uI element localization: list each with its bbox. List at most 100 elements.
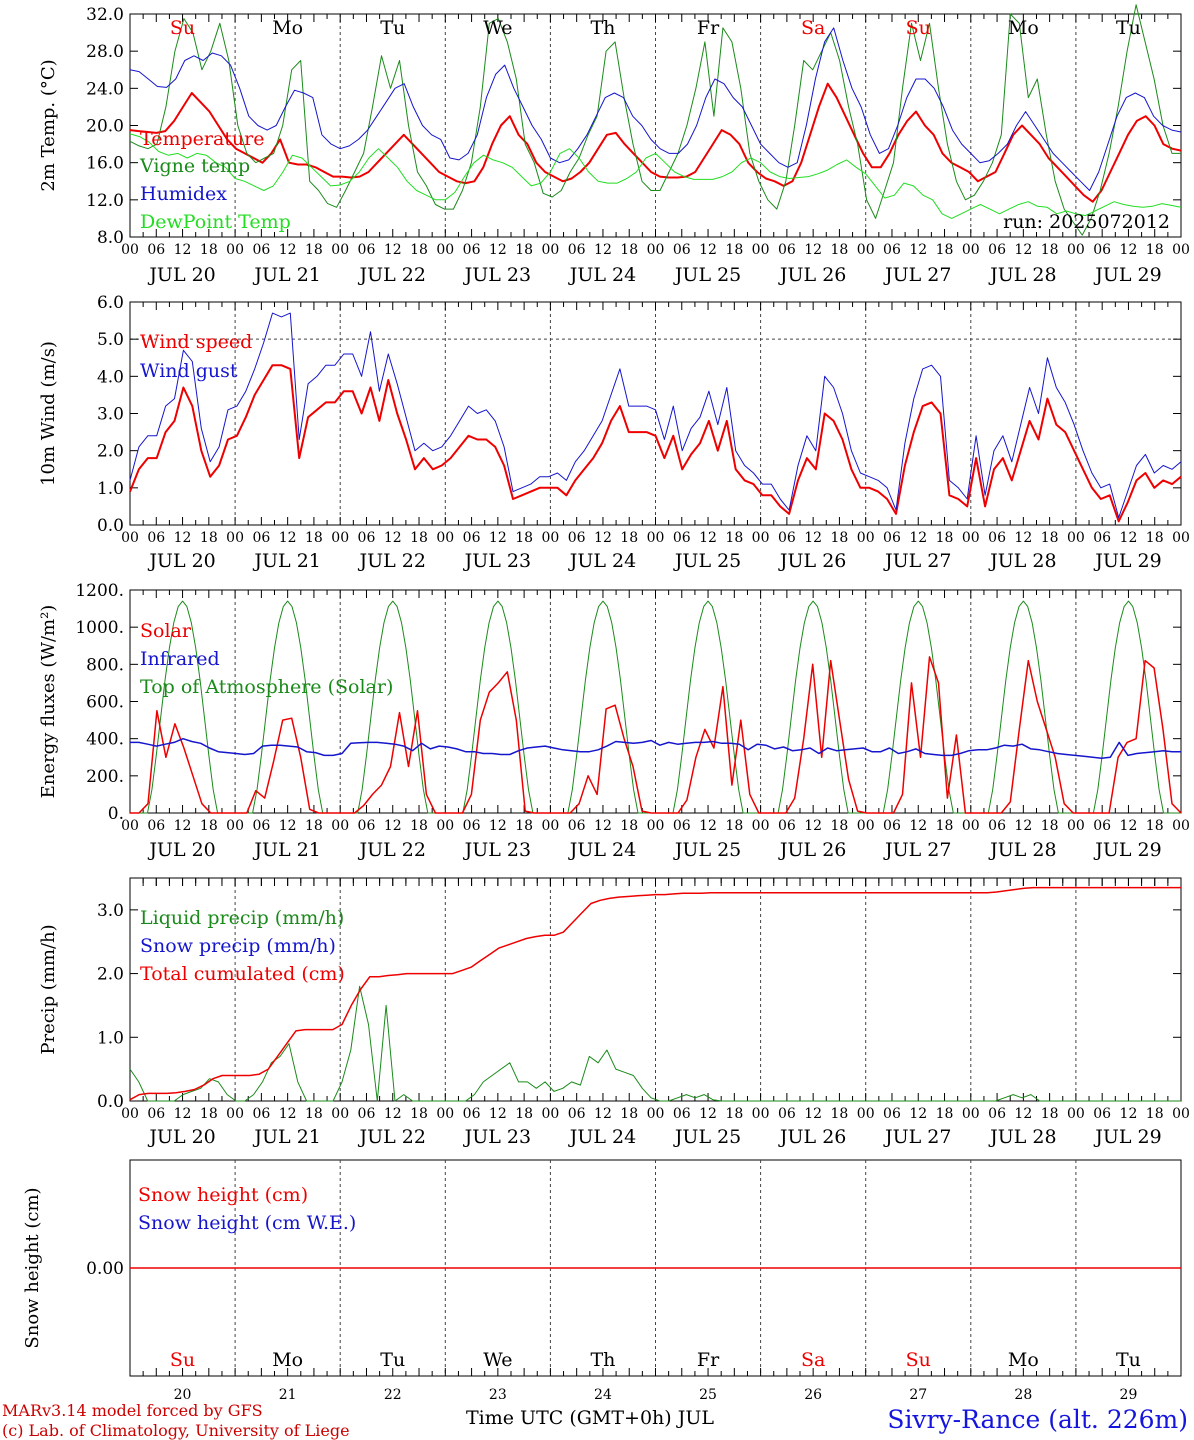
hour-label: 00 [647, 530, 665, 546]
y-tick-label: 800. [86, 655, 124, 675]
hour-label: 06 [778, 818, 796, 834]
hour-label: 00 [541, 242, 559, 258]
hour-label: 12 [909, 818, 927, 834]
weekday-label: Mo [1008, 1349, 1039, 1371]
series-solar [130, 656, 1182, 814]
y-tick-label: 16.0 [86, 154, 124, 174]
series-temperature [129, 82, 1182, 203]
hour-label: 12 [384, 1106, 402, 1122]
hour-label: 00 [121, 818, 139, 834]
hour-label: 00 [962, 1106, 980, 1122]
day-number-label: 25 [699, 1387, 717, 1403]
hour-label: 12 [489, 818, 507, 834]
day-label: JUL 22 [358, 264, 426, 286]
weekday-label: Su [906, 1349, 931, 1371]
hour-label: 06 [1093, 242, 1111, 258]
legend-entry: Liquid precip (mm/h) [140, 907, 344, 929]
hour-label: 18 [620, 242, 638, 258]
day-number-label: 28 [1014, 1387, 1032, 1403]
hour-label: 18 [1146, 242, 1164, 258]
hour-label: 06 [988, 1106, 1006, 1122]
hour-label: 06 [568, 818, 586, 834]
hour-label: 06 [568, 1106, 586, 1122]
legend-entry: Snow height (cm) [138, 1184, 308, 1206]
hour-label: 12 [1120, 242, 1138, 258]
y-axis-label: Energy fluxes (W/m²) [38, 605, 59, 799]
y-tick-label: 20.0 [86, 117, 124, 137]
hour-label: 18 [410, 818, 428, 834]
weekday-label-top: Mo [1008, 17, 1039, 39]
hour-label: 06 [252, 818, 270, 834]
day-label: JUL 23 [463, 839, 531, 861]
weekday-label-top: Sa [801, 17, 825, 39]
weekday-label: Tu [1116, 1349, 1141, 1371]
hour-label: 12 [279, 818, 297, 834]
hour-label: 12 [594, 1106, 612, 1122]
day-label: JUL 28 [988, 839, 1056, 861]
hour-label: 12 [174, 818, 192, 834]
y-axis-label: Precip (mm/h) [38, 924, 59, 1054]
hour-label: 18 [1146, 818, 1164, 834]
day-label: JUL 26 [778, 839, 846, 861]
day-label: JUL 29 [1093, 550, 1161, 572]
y-tick-label: 0.0 [97, 1092, 124, 1112]
legend-entry: Wind speed [140, 331, 252, 353]
day-label: JUL 26 [778, 264, 846, 286]
hour-label: 12 [279, 1106, 297, 1122]
weekday-label: Mo [272, 1349, 303, 1371]
hour-label: 00 [962, 818, 980, 834]
day-label: JUL 27 [883, 550, 951, 572]
hour-label: 18 [305, 1106, 323, 1122]
series-vigne-temp [129, 4, 1181, 236]
hour-label: 00 [1172, 1106, 1190, 1122]
hour-label: 18 [1041, 818, 1059, 834]
hour-label: 00 [436, 818, 454, 834]
day-label: JUL 29 [1093, 264, 1161, 286]
hour-label: 06 [463, 530, 481, 546]
weekday-label-top: We [483, 17, 512, 39]
hour-label: 00 [436, 242, 454, 258]
hour-label: 06 [358, 530, 376, 546]
hour-label: 06 [358, 818, 376, 834]
hour-label: 18 [305, 530, 323, 546]
legend-entry: Humidex [140, 183, 227, 205]
hour-label: 00 [436, 530, 454, 546]
weekday-label-top: Mo [272, 17, 303, 39]
hour-label: 12 [174, 242, 192, 258]
y-axis-label: Snow height (cm) [22, 1187, 43, 1348]
y-axis-label: 10m Wind (m/s) [38, 341, 59, 486]
day-number-label: 22 [384, 1387, 402, 1403]
hour-label: 00 [331, 530, 349, 546]
hour-label: 06 [988, 242, 1006, 258]
hour-label: 00 [1067, 242, 1085, 258]
hour-label: 18 [410, 242, 428, 258]
y-tick-label: 32.0 [86, 5, 124, 25]
day-number-label: 29 [1120, 1387, 1138, 1403]
hour-label: 12 [1120, 818, 1138, 834]
y-tick-label: 1200. [75, 581, 124, 601]
hour-label: 00 [541, 1106, 559, 1122]
hour-label: 00 [541, 818, 559, 834]
hour-label: 00 [541, 530, 559, 546]
day-label: JUL 20 [147, 839, 215, 861]
hour-label: 06 [988, 818, 1006, 834]
x-axis-title: Time UTC (GMT+0h) JUL [466, 1407, 714, 1429]
hour-label: 06 [673, 1106, 691, 1122]
run-label: run: 2025072012 [1003, 211, 1170, 233]
weekday-label-top: Tu [1116, 17, 1141, 39]
hour-label: 06 [358, 242, 376, 258]
hour-label: 18 [305, 242, 323, 258]
hour-label: 00 [226, 818, 244, 834]
day-label: JUL 28 [988, 264, 1056, 286]
hour-label: 00 [857, 818, 875, 834]
hour-label: 06 [1093, 818, 1111, 834]
hour-label: 00 [436, 1106, 454, 1122]
hour-label: 00 [226, 530, 244, 546]
y-tick-label: 28.0 [86, 42, 124, 62]
hour-label: 12 [279, 530, 297, 546]
y-tick-label: 6.0 [97, 293, 124, 313]
day-number-label: 23 [489, 1387, 507, 1403]
hour-label: 06 [147, 818, 165, 834]
day-label: JUL 23 [463, 264, 531, 286]
y-tick-label: 3.0 [97, 405, 124, 425]
